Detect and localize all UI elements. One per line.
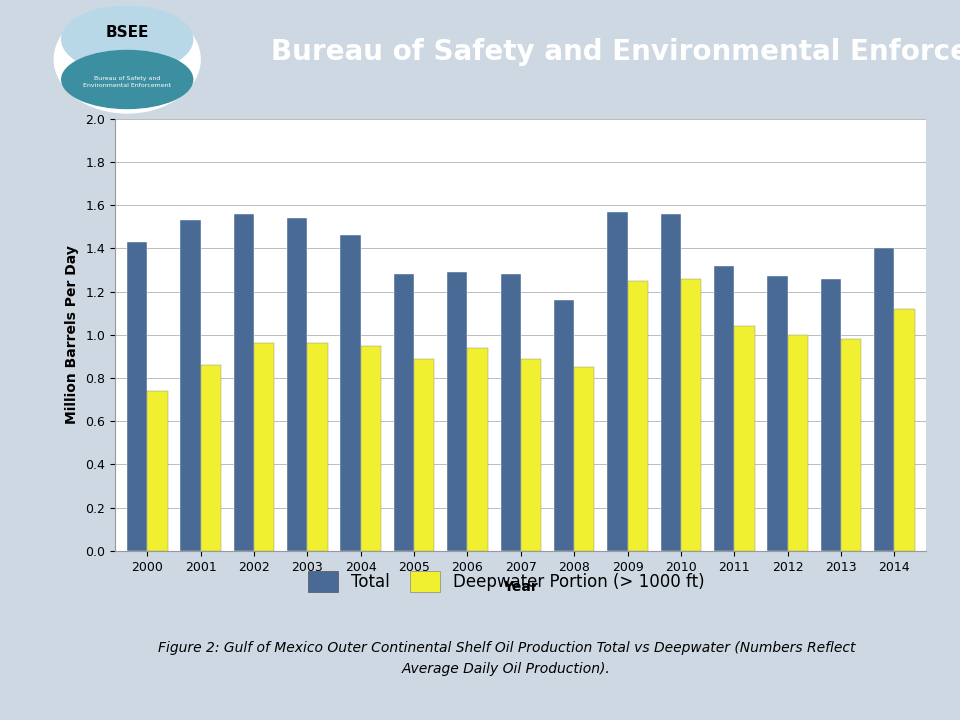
Bar: [608, 212, 628, 551]
Bar: [361, 346, 381, 551]
Bar: [147, 391, 167, 551]
Bar: [180, 220, 201, 551]
Bar: [127, 242, 147, 551]
Ellipse shape: [61, 6, 193, 73]
Bar: [660, 214, 681, 551]
Bar: [307, 343, 327, 551]
Text: Bureau of Safety and
Environmental Enforcement: Bureau of Safety and Environmental Enfor…: [84, 76, 171, 88]
Bar: [287, 218, 307, 551]
Bar: [468, 348, 488, 551]
Bar: [394, 274, 414, 551]
X-axis label: Year: Year: [503, 580, 539, 595]
Bar: [821, 279, 841, 551]
Bar: [767, 276, 787, 551]
Bar: [895, 309, 915, 551]
Bar: [628, 281, 648, 551]
Text: Bureau of Safety and Environmental Enforcement: Bureau of Safety and Environmental Enfor…: [271, 38, 960, 66]
Text: BSEE: BSEE: [106, 25, 149, 40]
Bar: [714, 266, 734, 551]
Legend: Total, Deepwater Portion (> 1000 ft): Total, Deepwater Portion (> 1000 ft): [308, 571, 705, 592]
Ellipse shape: [61, 50, 193, 109]
Bar: [787, 335, 808, 551]
Bar: [554, 300, 574, 551]
Bar: [521, 359, 541, 551]
Bar: [447, 272, 468, 551]
Bar: [500, 274, 520, 551]
Bar: [734, 326, 755, 551]
Bar: [201, 365, 221, 551]
Bar: [841, 339, 861, 551]
Bar: [681, 279, 701, 551]
Bar: [254, 343, 275, 551]
Bar: [875, 248, 895, 551]
Ellipse shape: [55, 6, 200, 113]
Bar: [341, 235, 361, 551]
Text: Figure 2: Gulf of Mexico Outer Continental Shelf Oil Production Total vs Deepwat: Figure 2: Gulf of Mexico Outer Continent…: [157, 641, 855, 677]
Bar: [414, 359, 434, 551]
Bar: [574, 367, 594, 551]
Bar: [233, 214, 254, 551]
Y-axis label: Million Barrels Per Day: Million Barrels Per Day: [64, 246, 79, 424]
